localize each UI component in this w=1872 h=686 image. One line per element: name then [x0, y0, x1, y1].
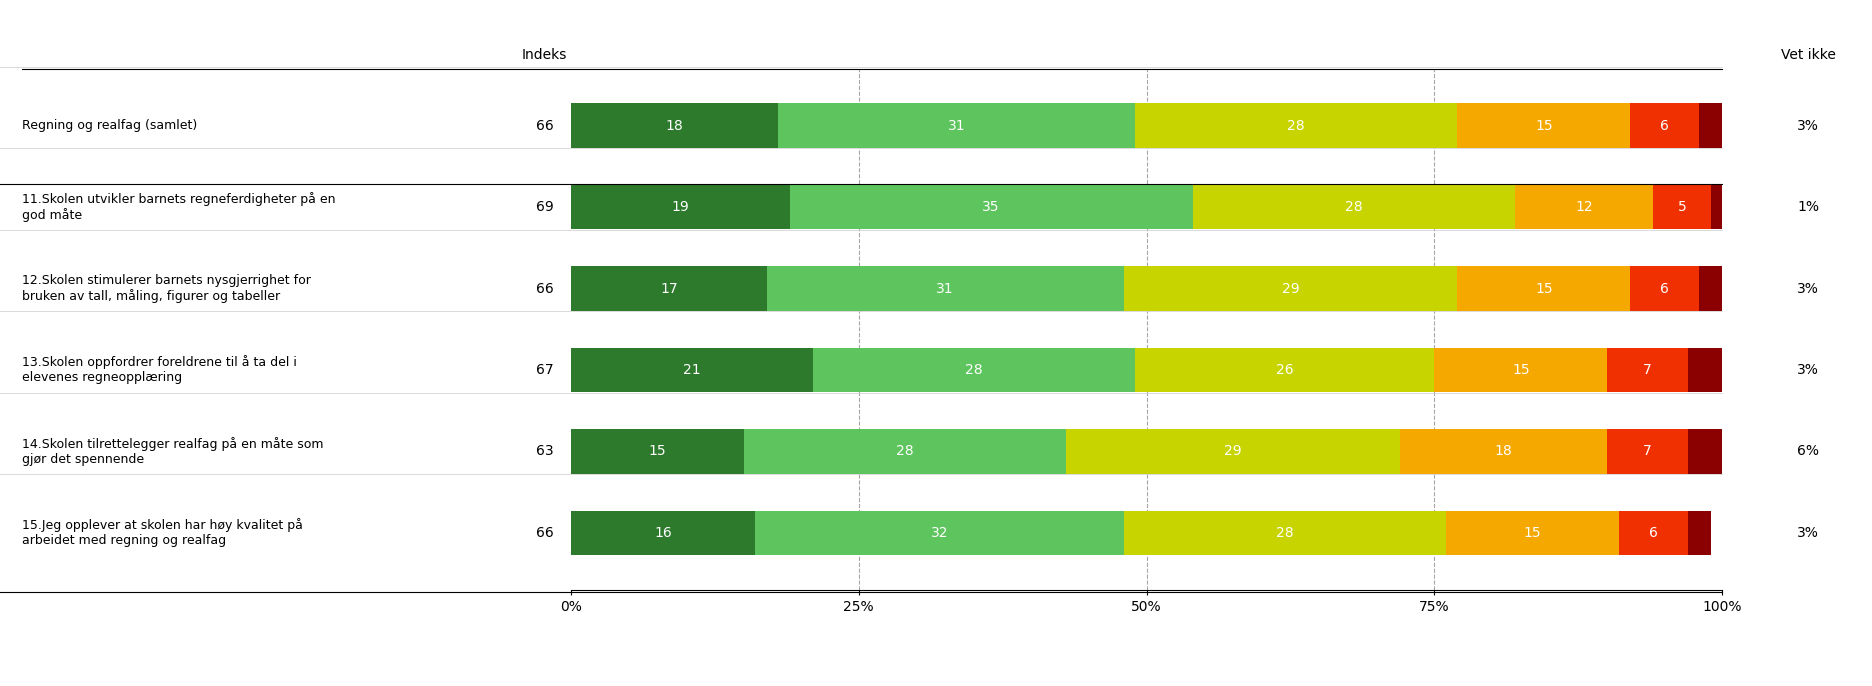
Bar [1514, 185, 1653, 230]
Text: 18: 18 [1494, 445, 1513, 458]
Text: Vet ikke: Vet ikke [1780, 48, 1836, 62]
Bar [1065, 429, 1400, 474]
Text: 7: 7 [1644, 445, 1651, 458]
Text: 31: 31 [936, 281, 955, 296]
Bar [1700, 103, 1722, 148]
Text: 15: 15 [1535, 119, 1552, 132]
Text: 28: 28 [1277, 526, 1294, 540]
Bar [1689, 348, 1722, 392]
Text: 31: 31 [947, 119, 966, 132]
Text: 67: 67 [535, 363, 554, 377]
Text: 32: 32 [930, 526, 947, 540]
Bar [1619, 510, 1689, 556]
Text: 14.Skolen tilrettelegger realfag på en måte som
gjør det spennende: 14.Skolen tilrettelegger realfag på en m… [22, 437, 324, 466]
Text: 29: 29 [1282, 281, 1299, 296]
Text: 3%: 3% [1797, 526, 1820, 540]
Text: 63: 63 [535, 445, 554, 458]
Bar [1134, 348, 1434, 392]
Bar [1434, 348, 1606, 392]
Bar [1606, 348, 1689, 392]
Text: 6: 6 [1660, 119, 1670, 132]
Bar [779, 103, 1134, 148]
Text: 69: 69 [535, 200, 554, 214]
Text: 66: 66 [535, 119, 554, 132]
Text: 28: 28 [1344, 200, 1363, 214]
Text: 3%: 3% [1797, 119, 1820, 132]
Bar [1400, 429, 1606, 474]
Bar [1445, 510, 1619, 556]
Bar [1606, 429, 1689, 474]
Bar [1458, 103, 1631, 148]
Text: 28: 28 [966, 363, 983, 377]
Text: 35: 35 [983, 200, 1000, 214]
Bar [1689, 510, 1711, 556]
Text: 19: 19 [672, 200, 689, 214]
Text: 7: 7 [1644, 363, 1651, 377]
Bar [743, 429, 1065, 474]
Text: 21: 21 [683, 363, 700, 377]
Bar [1631, 266, 1700, 311]
Bar [571, 266, 768, 311]
Bar [1192, 185, 1514, 230]
Text: 18: 18 [666, 119, 683, 132]
Bar [754, 510, 1123, 556]
Text: 15: 15 [1524, 526, 1541, 540]
Bar [1123, 266, 1458, 311]
Bar [1700, 266, 1722, 311]
Text: 1%: 1% [1797, 200, 1820, 214]
Bar [571, 348, 812, 392]
Text: 5: 5 [1677, 200, 1687, 214]
Text: 3%: 3% [1797, 363, 1820, 377]
Text: 6%: 6% [1797, 445, 1820, 458]
Text: 11.Skolen utvikler barnets regneferdigheter på en
god måte: 11.Skolen utvikler barnets regneferdighe… [22, 192, 335, 222]
Bar [571, 429, 743, 474]
Bar [812, 348, 1134, 392]
Text: 6: 6 [1649, 526, 1657, 540]
Text: 28: 28 [1288, 119, 1305, 132]
Text: 15: 15 [1535, 281, 1552, 296]
Text: Indeks: Indeks [522, 48, 567, 62]
Text: 12.Skolen stimulerer barnets nysgjerrighet for
bruken av tall, måling, figurer o: 12.Skolen stimulerer barnets nysgjerrigh… [22, 274, 311, 303]
Text: 26: 26 [1277, 363, 1294, 377]
Bar [1458, 266, 1631, 311]
Text: 13.Skolen oppfordrer foreldrene til å ta del i
elevenes regneopplæring: 13.Skolen oppfordrer foreldrene til å ta… [22, 355, 298, 384]
Text: 6: 6 [1660, 281, 1670, 296]
Bar [571, 510, 754, 556]
Text: Regning og realfag (samlet): Regning og realfag (samlet) [22, 119, 198, 132]
Bar [1134, 103, 1458, 148]
Bar [571, 185, 790, 230]
Bar [1711, 185, 1733, 230]
Bar [790, 185, 1192, 230]
Text: 29: 29 [1224, 445, 1241, 458]
Text: 15: 15 [1513, 363, 1529, 377]
Bar [768, 266, 1123, 311]
Text: 3%: 3% [1797, 281, 1820, 296]
Bar [1653, 185, 1711, 230]
Text: 15: 15 [648, 445, 666, 458]
Text: 66: 66 [535, 281, 554, 296]
Text: 15.Jeg opplever at skolen har høy kvalitet på
arbeidet med regning og realfag: 15.Jeg opplever at skolen har høy kvalit… [22, 519, 303, 547]
Text: 12: 12 [1574, 200, 1593, 214]
Bar [571, 103, 779, 148]
Bar [1123, 510, 1445, 556]
Text: 17: 17 [661, 281, 678, 296]
Text: 66: 66 [535, 526, 554, 540]
Bar [1631, 103, 1700, 148]
Bar [1689, 429, 1722, 474]
Text: 28: 28 [897, 445, 914, 458]
Text: 16: 16 [653, 526, 672, 540]
